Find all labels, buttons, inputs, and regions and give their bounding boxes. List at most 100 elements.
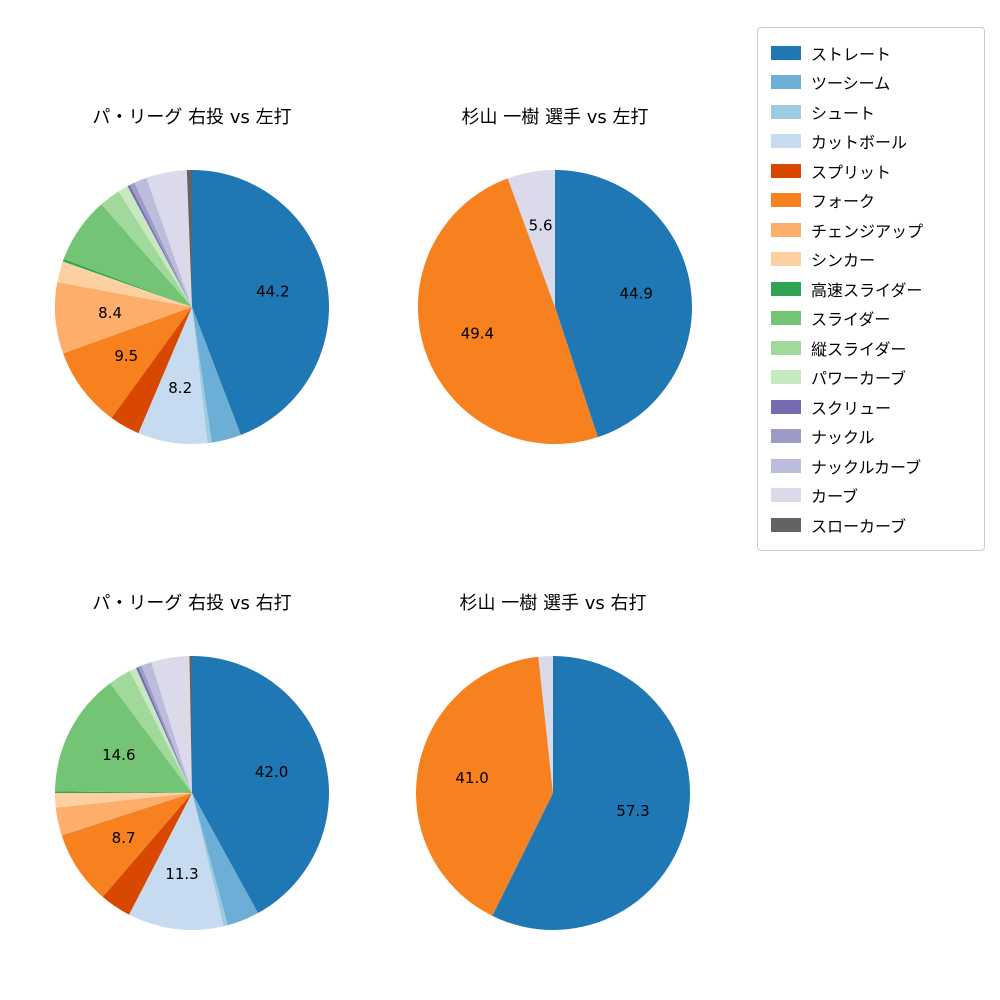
pie-slice-チェンジアップ <box>55 282 192 354</box>
legend-item: スライダー <box>758 304 984 334</box>
pie-slice-縦スライダー <box>110 670 192 793</box>
pie-value-label: 42.0 <box>255 763 288 781</box>
legend-item: ナックルカーブ <box>758 451 984 481</box>
pie-slice-シンカー <box>57 261 192 307</box>
chart-title: パ・リーグ 右投 vs 左打 <box>92 107 292 128</box>
pie: 44.2 8.2 9.5 8.4 <box>42 157 342 457</box>
pie-slice-シンカー <box>55 793 192 808</box>
pie-value-label: 8.7 <box>112 829 136 847</box>
pie-slice-高速スライダー <box>62 258 192 307</box>
legend: ストレートツーシームシュートカットボール スプリットフォークチェンジアップ シンカー… <box>757 27 985 551</box>
legend-label: チェンジアップ <box>811 221 924 241</box>
pie-slice-フォーク <box>61 793 193 897</box>
pie-slice-スライダー <box>63 204 192 307</box>
chart-title: 杉山 一樹 選手 vs 左打 <box>461 107 649 128</box>
pie-value-label: 57.3 <box>616 802 649 820</box>
pie-slice-カーブ <box>507 170 555 307</box>
pie-slice-シュート <box>192 793 228 927</box>
legend-swatch <box>771 193 801 208</box>
legend-swatch <box>771 488 801 503</box>
pie-slice-パワーカーブ <box>129 667 192 793</box>
legend-label: シュート <box>811 103 876 123</box>
legend-item: チェンジアップ <box>758 215 984 245</box>
pie-slice-スローカーブ <box>189 655 192 793</box>
pie-slice-高速スライダー <box>54 791 192 793</box>
pie-slice-カーブ <box>538 656 553 793</box>
legend-swatch <box>771 104 801 119</box>
legend-item: ナックル <box>758 422 984 452</box>
pie-chart-sugiyama-vs-left: 杉山 一樹 選手 vs 左打 44.9 49.4 5.6 <box>405 105 705 457</box>
pie-value-label: 8.2 <box>168 379 192 397</box>
legend-swatch <box>771 222 801 237</box>
pie-chart-pa-league-vs-left: パ・リーグ 右投 vs 左打 44.2 8.2 9.5 8.4 <box>42 105 342 457</box>
pie-chart-pa-league-vs-right: パ・リーグ 右投 vs 右打 42.0 11.3 8.7 14.6 <box>42 591 342 943</box>
pie-slice-ストレート <box>492 656 690 930</box>
legend-label: フォーク <box>811 192 876 212</box>
pie-slice-カットボール <box>138 307 208 444</box>
legend-swatch <box>771 134 801 149</box>
legend-swatch <box>771 399 801 414</box>
legend-label: スプリット <box>811 162 892 182</box>
pie-slice-ナックルカーブ <box>134 177 192 307</box>
legend-item: シュート <box>758 97 984 127</box>
legend-swatch <box>771 281 801 296</box>
legend-label: 縦スライダー <box>811 339 907 359</box>
pie-value-label: 5.6 <box>529 217 553 235</box>
legend-swatch <box>771 370 801 385</box>
legend-item: スクリュー <box>758 392 984 422</box>
pie: 42.0 11.3 8.7 14.6 <box>42 643 342 943</box>
pie-slice-ツーシーム <box>192 793 258 926</box>
pie-value-label: 14.6 <box>102 746 135 764</box>
pie: 57.3 41.0 <box>403 643 703 943</box>
legend-label: カットボール <box>811 133 908 153</box>
pie-slice-スローカーブ <box>186 170 192 307</box>
pie-slice-カーブ <box>146 170 192 307</box>
pie: 44.9 49.4 5.6 <box>405 157 705 457</box>
legend-item: ツーシーム <box>758 68 984 98</box>
pie-value-label: 41.0 <box>455 769 488 787</box>
pie-chart-sugiyama-vs-right: 杉山 一樹 選手 vs 右打 57.3 41.0 <box>403 591 703 943</box>
pie-slice-シュート <box>192 307 212 444</box>
pie-value-label: 8.4 <box>98 304 122 322</box>
legend-swatch <box>771 45 801 60</box>
legend-label: ナックル <box>811 428 875 448</box>
legend-label: カーブ <box>811 487 859 507</box>
legend-swatch <box>771 458 801 473</box>
legend-item: スローカーブ <box>758 510 984 540</box>
legend-label: パワーカーブ <box>811 369 907 389</box>
legend-swatch <box>771 311 801 326</box>
pie-slice-パワーカーブ <box>118 186 192 307</box>
pie-slice-スプリット <box>102 793 192 915</box>
legend-item: ストレート <box>758 38 984 68</box>
pie-slice-スプリット <box>111 307 192 434</box>
legend-label: ツーシーム <box>811 74 891 94</box>
legend-item: 縦スライダー <box>758 333 984 363</box>
pie-slice-フォーク <box>415 656 553 916</box>
legend-label: シンカー <box>811 251 876 271</box>
pie-slice-ナックル <box>129 182 192 307</box>
legend-swatch <box>771 75 801 90</box>
pie-slice-チェンジアップ <box>55 793 192 836</box>
pie-slice-スライダー <box>55 683 192 793</box>
pie-slice-ストレート <box>192 656 329 914</box>
legend-label: 高速スライダー <box>811 280 923 300</box>
pie-slice-スクリュー <box>127 184 192 307</box>
chart-title: パ・リーグ 右投 vs 右打 <box>92 593 292 614</box>
legend-swatch <box>771 429 801 444</box>
legend-item: パワーカーブ <box>758 363 984 393</box>
pie-slice-フォーク <box>63 307 192 418</box>
pie-slice-ナックル <box>138 665 192 793</box>
legend-item: 高速スライダー <box>758 274 984 304</box>
legend-label: ナックルカーブ <box>811 457 922 477</box>
pie-slice-フォーク <box>417 178 598 445</box>
legend-item: カットボール <box>758 127 984 157</box>
legend-label: ストレート <box>811 44 892 64</box>
pie-slice-スクリュー <box>136 666 192 793</box>
pie-slice-カットボール <box>129 793 224 930</box>
pie-slice-ツーシーム <box>192 307 241 443</box>
pie-slice-カーブ <box>151 656 192 793</box>
legend-item: フォーク <box>758 186 984 216</box>
pie-value-label: 11.3 <box>165 865 198 883</box>
legend-label: スクリュー <box>811 398 892 418</box>
legend-swatch <box>771 163 801 178</box>
